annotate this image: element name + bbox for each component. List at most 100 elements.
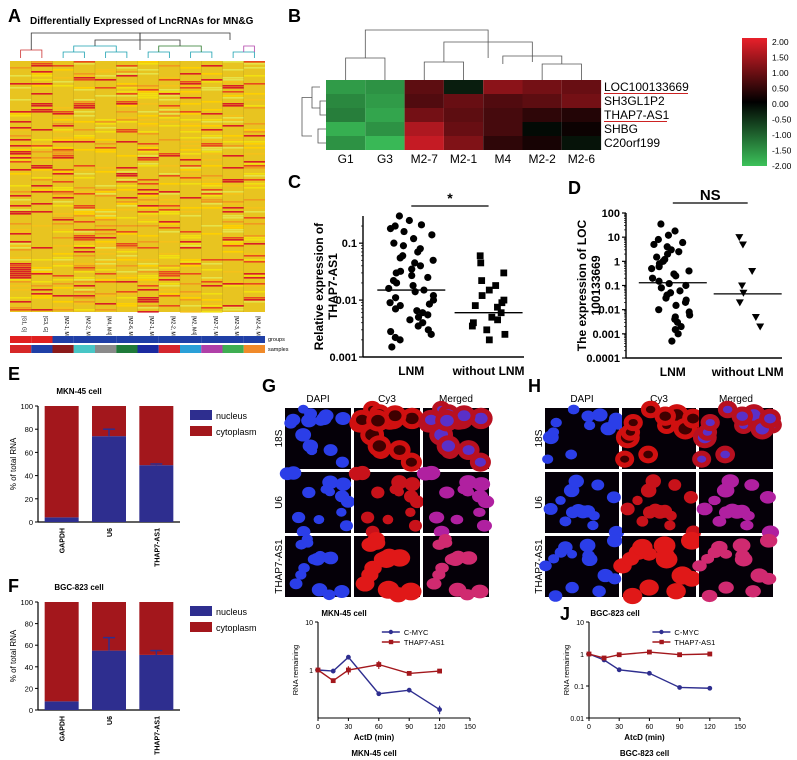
heatmap-stripe bbox=[10, 233, 32, 235]
micro-column-label: DAPI bbox=[570, 394, 593, 405]
micro-cy3-hole bbox=[372, 440, 387, 452]
heatmap-stripe bbox=[222, 97, 244, 99]
micro-nucleus bbox=[565, 581, 579, 594]
point-lnm bbox=[682, 281, 690, 290]
heatmap-stripe bbox=[201, 185, 223, 187]
point-lnm bbox=[685, 267, 693, 275]
micro-cy3-hole bbox=[393, 445, 406, 456]
heatmap-stripe bbox=[201, 151, 223, 153]
micro-nucleus bbox=[568, 474, 584, 488]
heatmap-stripe bbox=[137, 297, 159, 299]
heatmap-stripe bbox=[137, 269, 159, 271]
heatmap-stripe bbox=[201, 129, 223, 131]
heatmap-stripe bbox=[180, 137, 202, 139]
heatmap-stripe bbox=[201, 65, 223, 67]
heatmap-stripe bbox=[201, 225, 223, 227]
heatmap-stripe bbox=[31, 143, 53, 145]
heatmap-stripe bbox=[201, 145, 223, 147]
heatmap-stripe bbox=[52, 217, 74, 219]
sample-color-cell bbox=[95, 345, 117, 353]
panel-a-column-label: [M2-1, M4] bbox=[63, 316, 69, 341]
heatmap-stripe bbox=[158, 241, 180, 243]
panel-a-heatmap: Differentially Expressed of LncRNAs for … bbox=[10, 16, 289, 353]
heatmap-stripe bbox=[95, 151, 117, 153]
heatmap-stripe bbox=[137, 195, 159, 197]
point-c-myc bbox=[437, 707, 442, 712]
heatmap-stripe bbox=[222, 135, 244, 137]
micro-merged-nucleus bbox=[474, 412, 488, 425]
point-lnm bbox=[424, 311, 432, 319]
legend-label: cytoplasm bbox=[216, 427, 257, 437]
heatmap-stripe bbox=[73, 239, 95, 241]
heatmap-stripe bbox=[243, 273, 265, 275]
point-c-myc bbox=[707, 685, 713, 691]
point-lnm bbox=[414, 248, 422, 256]
micro-merged-signal bbox=[750, 568, 769, 583]
heatmap-stripe bbox=[158, 295, 180, 297]
point-lnm bbox=[411, 259, 419, 267]
heatmap-stripe bbox=[222, 231, 244, 233]
x-category-label: U6 bbox=[107, 716, 114, 725]
heatmap-stripe bbox=[243, 165, 265, 167]
heatmap-stripe bbox=[243, 235, 265, 237]
panel-b-cell bbox=[483, 80, 523, 94]
sample-color-cell bbox=[137, 345, 159, 353]
dendrogram-branch bbox=[317, 128, 326, 144]
heatmap-stripe bbox=[73, 209, 95, 211]
heatmap-stripe bbox=[180, 273, 202, 275]
point-c-myc bbox=[616, 667, 622, 673]
heatmap-stripe bbox=[10, 195, 32, 197]
heatmap-stripe bbox=[243, 163, 265, 165]
x-tick-label: 0 bbox=[316, 724, 320, 731]
heatmap-stripe bbox=[52, 219, 74, 221]
panel-b-row-labels: LOC100133669SH3GL1P2THAP7-AS1SHBGC20orf1… bbox=[604, 80, 689, 150]
heatmap-stripe bbox=[201, 81, 223, 83]
heatmap-stripe bbox=[222, 229, 244, 231]
y-tick-label: 1 bbox=[309, 668, 313, 675]
point-thap7-as1 bbox=[677, 652, 682, 658]
heatmap-stripe bbox=[180, 145, 202, 147]
panel-b-cell bbox=[443, 136, 484, 150]
heatmap-stripe bbox=[116, 141, 138, 143]
heatmap-stripe bbox=[116, 305, 138, 307]
point-lnm bbox=[411, 288, 419, 296]
legend-marker bbox=[388, 629, 394, 635]
heatmap-stripe bbox=[137, 179, 159, 181]
heatmap-stripe bbox=[31, 273, 53, 275]
heatmap-stripe bbox=[52, 115, 74, 117]
heatmap-stripe bbox=[10, 121, 32, 123]
heatmap-stripe bbox=[52, 65, 74, 67]
heatmap-stripe bbox=[180, 297, 202, 299]
heatmap-stripe bbox=[31, 269, 53, 271]
heatmap-stripe bbox=[222, 147, 244, 149]
heatmap-stripe bbox=[52, 309, 74, 311]
point-lnm bbox=[663, 250, 672, 258]
point-thap7-as1 bbox=[406, 670, 412, 676]
heatmap-stripe bbox=[222, 115, 244, 117]
heatmap-stripe bbox=[116, 91, 138, 93]
heatmap-stripe bbox=[31, 281, 53, 283]
heatmap-stripe bbox=[73, 73, 95, 75]
heatmap-stripe bbox=[95, 249, 117, 251]
y-tick-label: 80 bbox=[25, 425, 33, 434]
heatmap-stripe bbox=[158, 173, 180, 175]
heatmap-stripe bbox=[158, 209, 180, 211]
heatmap-stripe bbox=[158, 253, 180, 255]
heatmap-stripe bbox=[137, 283, 159, 285]
heatmap-stripe bbox=[137, 201, 159, 203]
heatmap-stripe bbox=[73, 191, 95, 193]
micro-merged-signal bbox=[712, 516, 727, 527]
heatmap-stripe bbox=[52, 153, 74, 155]
legend-label: cytoplasm bbox=[216, 623, 257, 633]
heatmap-stripe bbox=[243, 259, 265, 261]
point-lnm bbox=[672, 301, 680, 310]
heatmap-stripe bbox=[73, 247, 95, 249]
heatmap-stripe bbox=[137, 279, 159, 281]
heatmap-stripe bbox=[180, 245, 202, 247]
micro-merged-signal bbox=[426, 578, 442, 590]
heatmap-stripe bbox=[222, 61, 244, 63]
panel-b-cell bbox=[443, 108, 484, 122]
micro-merged-signal bbox=[432, 569, 446, 580]
heatmap-stripe bbox=[95, 245, 117, 247]
heatmap-stripe bbox=[31, 103, 53, 105]
